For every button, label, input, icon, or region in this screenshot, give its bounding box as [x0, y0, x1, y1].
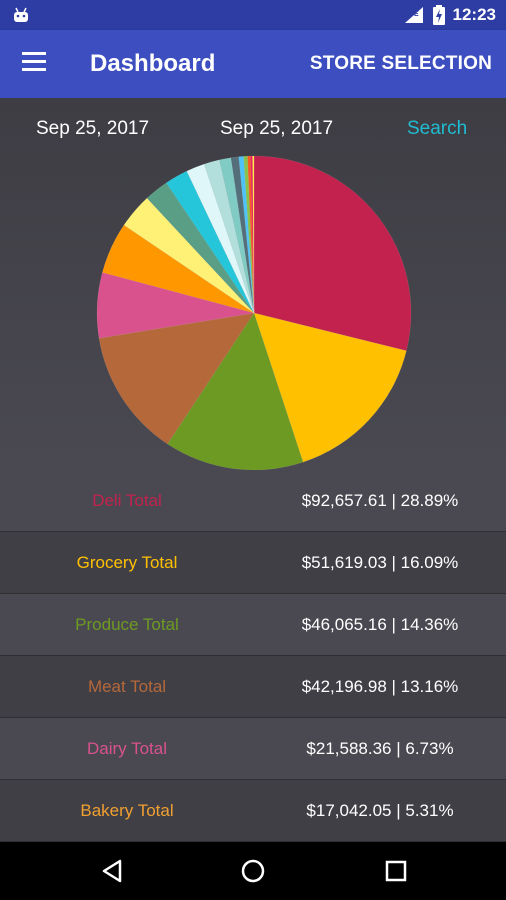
android-icon: [14, 7, 28, 22]
navigation-bar: [0, 842, 506, 900]
date-to-picker[interactable]: Sep 25, 2017: [220, 118, 334, 139]
table-row[interactable]: Bakery Total $17,042.05 | 5.31%: [0, 780, 506, 842]
app-bar: Dashboard STORE SELECTION: [0, 30, 506, 98]
pie-slice[interactable]: [167, 312, 304, 470]
sales-pie-chart[interactable]: [0, 98, 506, 470]
category-value: $42,196.98 | 13.16%: [301, 676, 459, 696]
search-button[interactable]: Search: [407, 118, 468, 139]
date-from-picker[interactable]: Sep 25, 2017: [36, 118, 150, 139]
category-label: Grocery Total: [76, 552, 178, 572]
clock-time: 12:23: [452, 5, 496, 24]
category-value: $17,042.05 | 5.31%: [306, 800, 454, 820]
category-label: Meat Total: [87, 676, 167, 696]
svg-text:LTE: LTE: [406, 11, 419, 18]
department-totals-table: Deli Total $92,657.61 | 28.89% Grocery Tot…: [0, 470, 506, 842]
category-value: $46,065.16 | 14.36%: [301, 614, 459, 634]
pie-slice[interactable]: [250, 155, 255, 314]
pie-slice[interactable]: [98, 312, 255, 445]
lte-signal-icon: LTE: [404, 7, 423, 23]
pie-slice[interactable]: [252, 155, 255, 314]
pie-slice[interactable]: [253, 155, 412, 352]
battery-charging-icon: [432, 5, 445, 25]
pie-slice[interactable]: [186, 163, 255, 314]
pie-slice[interactable]: [219, 157, 255, 314]
pie-slice[interactable]: [243, 155, 255, 314]
store-selection-button[interactable]: STORE SELECTION: [309, 53, 492, 74]
table-row[interactable]: Produce Total $46,065.16 | 14.36%: [0, 594, 506, 656]
pie-slice[interactable]: [253, 312, 407, 463]
table-row[interactable]: Dairy Total $21,588.36 | 6.73%: [0, 718, 506, 780]
pie-slice[interactable]: [96, 272, 255, 339]
category-value: $51,619.03 | 16.09%: [301, 552, 459, 572]
pie-slice[interactable]: [247, 155, 255, 314]
category-value: $21,588.36 | 6.73%: [306, 738, 454, 758]
category-label: Bakery Total: [80, 800, 174, 820]
home-circle-icon[interactable]: [238, 856, 268, 886]
recents-square-icon[interactable]: [381, 856, 411, 886]
category-value: $92,657.61 | 28.89%: [301, 490, 459, 510]
pie-slice[interactable]: [230, 156, 255, 314]
table-row[interactable]: Meat Total $42,196.98 | 13.16%: [0, 656, 506, 718]
pie-slice[interactable]: [238, 156, 255, 314]
pie-slice[interactable]: [146, 182, 255, 314]
category-label: Dairy Total: [87, 738, 167, 758]
back-triangle-icon[interactable]: [98, 856, 128, 886]
pie-slice[interactable]: [123, 197, 255, 314]
table-row[interactable]: Deli Total $92,657.61 | 28.89%: [0, 470, 506, 532]
pie-slice[interactable]: [203, 159, 255, 314]
pie-slice[interactable]: [102, 224, 255, 314]
table-row[interactable]: Grocery Total $51,619.03 | 16.09%: [0, 532, 506, 594]
pie-slice[interactable]: [165, 170, 255, 314]
category-label: Deli Total: [92, 490, 162, 510]
status-bar: LTE 12:23: [0, 0, 506, 30]
page-title: Dashboard: [90, 50, 216, 77]
category-label: Produce Total: [75, 614, 179, 634]
chart-panel: Sep 25, 2017 Sep 25, 2017 Search: [0, 98, 506, 470]
hamburger-menu-icon[interactable]: [22, 52, 48, 74]
